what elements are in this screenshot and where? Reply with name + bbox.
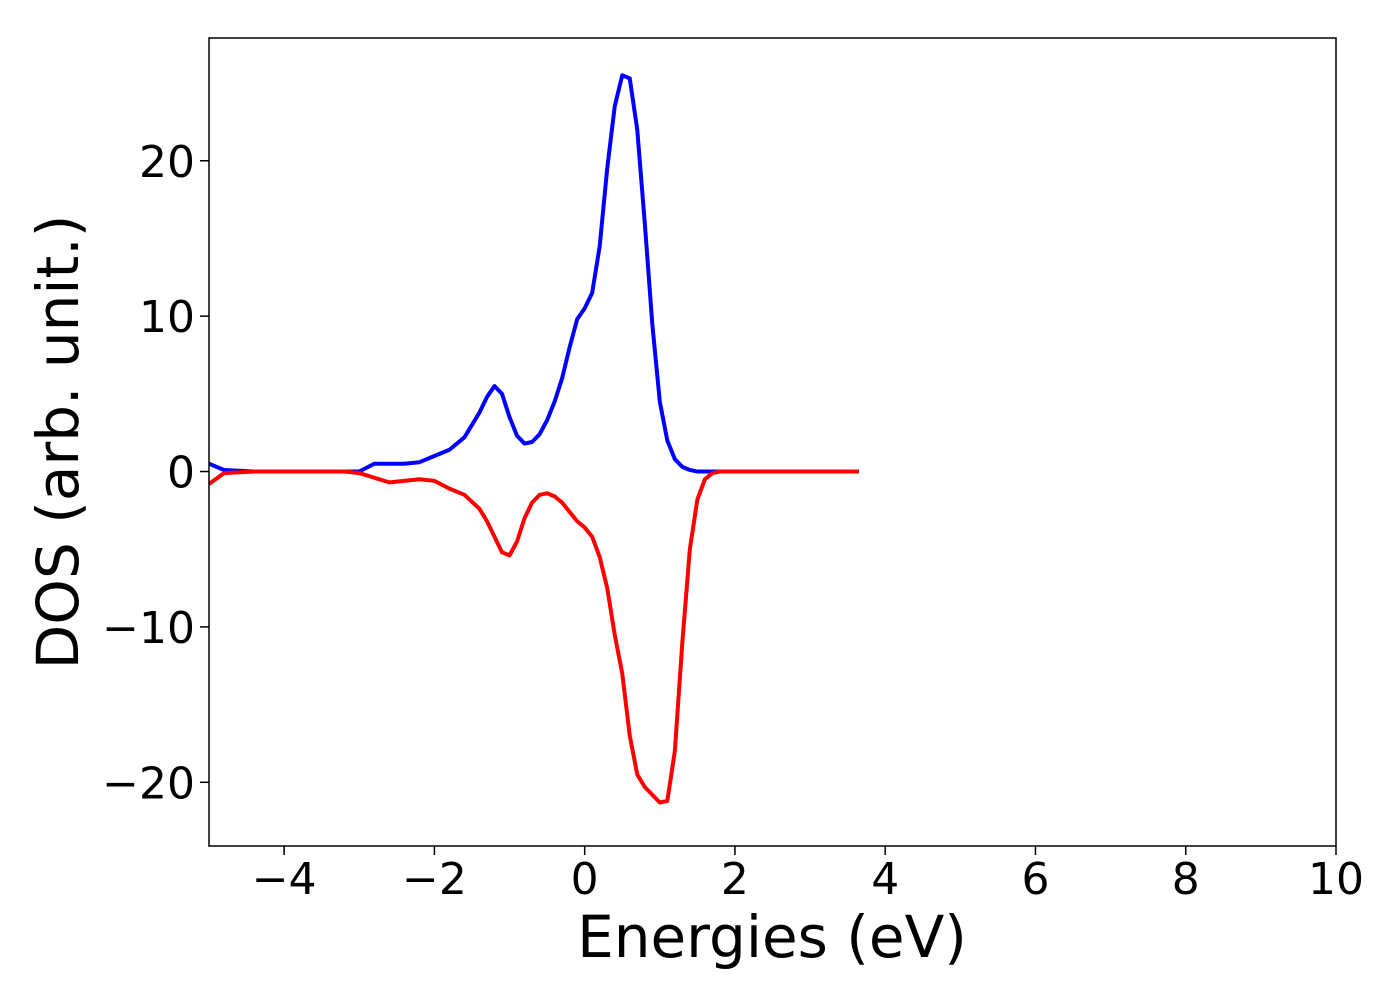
x-tick-label: −4	[252, 854, 317, 905]
y-tick-label: 20	[139, 137, 195, 188]
x-tick-label: 0	[571, 854, 599, 905]
y-tick-label: 0	[167, 448, 195, 499]
y-tick-label: 10	[139, 292, 195, 343]
x-tick-label: 4	[871, 854, 899, 905]
x-tick-label: 2	[721, 854, 749, 905]
y-axis-label: DOS (arb. unit.)	[24, 215, 92, 670]
y-tick-label: −10	[102, 603, 195, 654]
x-axis-label: Energies (eV)	[577, 903, 967, 971]
series-line	[209, 469, 859, 805]
series-line	[209, 73, 859, 474]
x-tick-label: −2	[402, 854, 467, 905]
x-tick-label: 6	[1021, 854, 1049, 905]
y-tick-label: −20	[102, 758, 195, 809]
x-tick-label: 10	[1308, 854, 1364, 905]
plot-frame	[208, 37, 1337, 847]
x-tick-label: 8	[1172, 854, 1200, 905]
